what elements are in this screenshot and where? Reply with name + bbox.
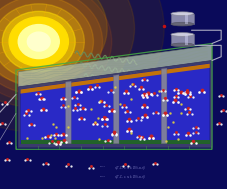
- Circle shape: [18, 25, 59, 59]
- Circle shape: [0, 0, 93, 87]
- Bar: [184, 34, 187, 45]
- Circle shape: [20, 26, 57, 57]
- Polygon shape: [116, 70, 163, 144]
- Text: $\eta(T,C,c,n,k,D)(i,a,\bar{\eta})$: $\eta(T,C,c,n,k,D)(i,a,\bar{\eta})$: [114, 173, 146, 181]
- Polygon shape: [113, 75, 118, 144]
- Circle shape: [0, 0, 102, 94]
- Circle shape: [11, 19, 66, 64]
- Polygon shape: [20, 140, 68, 144]
- Circle shape: [9, 17, 68, 66]
- Circle shape: [2, 11, 75, 72]
- Text: 2025: 2025: [100, 176, 106, 177]
- Ellipse shape: [170, 12, 193, 15]
- Ellipse shape: [170, 33, 193, 36]
- Polygon shape: [163, 64, 209, 144]
- Polygon shape: [68, 76, 116, 87]
- Polygon shape: [20, 83, 68, 94]
- Polygon shape: [163, 64, 209, 74]
- Polygon shape: [18, 60, 211, 147]
- Polygon shape: [68, 140, 116, 144]
- Polygon shape: [18, 45, 211, 87]
- Polygon shape: [116, 140, 163, 144]
- Text: 2005: 2005: [100, 166, 106, 167]
- Polygon shape: [65, 81, 71, 144]
- Circle shape: [0, 0, 163, 132]
- Circle shape: [0, 0, 111, 102]
- Bar: [170, 14, 193, 24]
- Circle shape: [0, 0, 134, 108]
- Polygon shape: [116, 70, 163, 81]
- Ellipse shape: [170, 43, 193, 47]
- Circle shape: [0, 0, 107, 85]
- Ellipse shape: [170, 22, 193, 26]
- Text: $\eta(T,C,c,n,k,D)(i,a,\bar{\eta})$: $\eta(T,C,c,n,k,D)(i,a,\bar{\eta})$: [114, 164, 146, 172]
- Circle shape: [27, 32, 50, 51]
- Polygon shape: [161, 68, 166, 144]
- Polygon shape: [20, 83, 68, 144]
- Bar: [184, 14, 187, 24]
- Bar: [170, 34, 193, 45]
- Polygon shape: [163, 140, 209, 144]
- Polygon shape: [68, 76, 116, 144]
- Circle shape: [0, 4, 84, 79]
